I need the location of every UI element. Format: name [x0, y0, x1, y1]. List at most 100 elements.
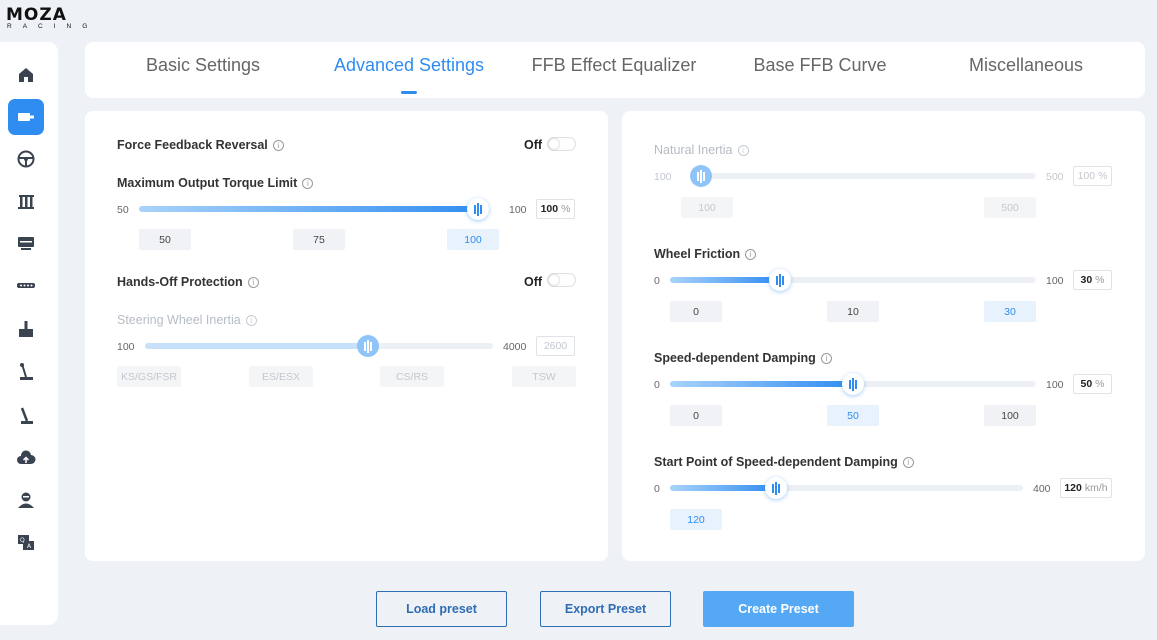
tab-miscellaneous[interactable]: Miscellaneous [968, 55, 1084, 75]
hands-off-label-text: Hands-Off Protection [117, 275, 243, 289]
hands-off-toggle[interactable] [547, 273, 576, 287]
slider-thumb[interactable] [842, 373, 864, 395]
hands-off-state: Off [524, 275, 543, 289]
ffb-reversal-toggle[interactable] [547, 137, 576, 151]
left-settings-panel: Force Feedback Reversal i Off Maximum Out… [85, 111, 608, 561]
speed-damping-label-text: Speed-dependent Damping [654, 351, 816, 365]
natural-inertia-min-value: 100 [654, 171, 672, 183]
torque-value-box[interactable]: 100% [536, 199, 575, 219]
sidebar-item-home[interactable] [8, 57, 44, 93]
info-icon[interactable]: i [247, 276, 259, 288]
slider-fill [670, 485, 776, 491]
info-icon[interactable]: i [302, 177, 314, 189]
tab-basic-settings[interactable]: Basic Settings [145, 55, 261, 75]
user-icon [18, 492, 34, 508]
speed-damping-slider[interactable] [670, 373, 1036, 395]
natural-inertia-preset-500[interactable]: 500 [984, 197, 1036, 218]
sidebar-item-led-bar[interactable] [8, 267, 44, 303]
natural-inertia-max-value: 500 [1046, 171, 1064, 183]
damping-start-value-box[interactable]: 120 km/h [1060, 478, 1112, 498]
natural-inertia-slider[interactable] [690, 165, 1036, 187]
sidebar-item-cloud[interactable] [8, 440, 44, 476]
wheel-friction-preset-0[interactable]: 0 [670, 301, 722, 322]
sidebar-item-sequential-shifter[interactable] [8, 398, 44, 434]
ffb-reversal-label-text: Force Feedback Reversal [117, 138, 268, 152]
wheel-friction-value-box[interactable]: 30% [1073, 270, 1112, 290]
wheel-friction-label: Wheel Friction i [654, 247, 757, 261]
create-preset-button[interactable]: Create Preset [703, 591, 854, 627]
tab-ffb-effect-equalizer[interactable]: FFB Effect Equalizer [531, 55, 697, 75]
torque-slider[interactable] [139, 198, 489, 220]
info-icon[interactable]: i [820, 352, 832, 364]
wheel-friction-slider[interactable] [670, 269, 1036, 291]
inertia-preset-cs-rs[interactable]: CS/RS [380, 366, 444, 387]
wheel-friction-label-text: Wheel Friction [654, 247, 741, 261]
inertia-preset-ks-gs-fsr[interactable]: KS/GS/FSR [117, 366, 181, 387]
active-tab-indicator [400, 91, 417, 94]
export-preset-button[interactable]: Export Preset [540, 591, 671, 627]
damping-start-slider[interactable] [670, 477, 1023, 499]
natural-inertia-preset-100[interactable]: 100 [681, 197, 733, 218]
dashboard-icon [18, 237, 34, 250]
inertia-value: 2600 [543, 340, 568, 352]
slider-thumb[interactable] [769, 269, 791, 291]
svg-text:Q: Q [20, 537, 25, 544]
torque-unit: % [561, 203, 571, 215]
sidebar-item-account[interactable] [8, 482, 44, 518]
sidebar-item-dashboard[interactable] [8, 225, 44, 261]
load-preset-button[interactable]: Load preset [376, 591, 507, 627]
right-settings-panel: Natural Inertia i 100 500 100% 100 500 Wh… [622, 111, 1145, 561]
natural-inertia-label-text: Natural Inertia [654, 143, 733, 157]
torque-value: 100 [540, 203, 559, 215]
inertia-value-box[interactable]: 2600 [536, 336, 575, 356]
sidebar-item-handbrake[interactable] [8, 311, 44, 347]
speed-damping-preset-100[interactable]: 100 [984, 405, 1036, 426]
torque-preset-75[interactable]: 75 [293, 229, 345, 250]
slider-fill [670, 277, 780, 283]
home-icon [19, 68, 33, 82]
torque-min-value: 50 [117, 204, 129, 216]
steering-inertia-label: Steering Wheel Inertia i [117, 313, 257, 327]
tab-base-ffb-curve[interactable]: Base FFB Curve [753, 55, 887, 75]
steering-inertia-slider[interactable] [145, 335, 493, 357]
torque-limit-label-text: Maximum Output Torque Limit [117, 176, 298, 190]
slider-fill [670, 381, 853, 387]
natural-inertia-unit: % [1098, 170, 1108, 182]
logo-sub-text: RACING [7, 23, 99, 30]
wheel-friction-preset-10[interactable]: 10 [827, 301, 879, 322]
sidebar-item-steering-wheel[interactable] [8, 141, 44, 177]
damping-start-preset-120[interactable]: 120 [670, 509, 722, 530]
steering-wheel-icon [17, 150, 35, 168]
info-icon[interactable]: i [737, 144, 749, 156]
sequential-shifter-icon [20, 407, 33, 424]
natural-inertia-value-box[interactable]: 100% [1073, 166, 1112, 186]
inertia-preset-tsw[interactable]: TSW [512, 366, 576, 387]
tab-advanced-settings[interactable]: Advanced Settings [334, 55, 484, 94]
torque-preset-100[interactable]: 100 [447, 229, 499, 250]
torque-preset-50[interactable]: 50 [139, 229, 191, 250]
slider-thumb[interactable] [690, 165, 712, 187]
sidebar-item-base[interactable] [8, 99, 44, 135]
slider-thumb[interactable] [357, 335, 379, 357]
info-icon[interactable]: i [272, 139, 284, 151]
inertia-preset-es-esx[interactable]: ES/ESX [249, 366, 313, 387]
sidebar-item-shifter[interactable] [8, 354, 44, 390]
info-icon[interactable]: i [902, 456, 914, 468]
damping-start-label: Start Point of Speed-dependent Damping i [654, 455, 914, 469]
inertia-min-value: 100 [117, 341, 135, 353]
slider-thumb[interactable] [467, 198, 489, 220]
speed-damping-preset-0[interactable]: 0 [670, 405, 722, 426]
steering-inertia-label-text: Steering Wheel Inertia [117, 313, 241, 327]
slider-thumb[interactable] [765, 477, 787, 499]
natural-inertia-label: Natural Inertia i [654, 143, 749, 157]
sidebar-item-pedals[interactable] [8, 183, 44, 219]
wheel-friction-preset-30[interactable]: 30 [984, 301, 1036, 322]
info-icon[interactable]: i [745, 248, 757, 260]
speed-damping-preset-50[interactable]: 50 [827, 405, 879, 426]
speed-damping-unit: % [1095, 378, 1105, 390]
info-icon[interactable]: i [245, 314, 257, 326]
speed-damping-max-value: 100 [1046, 379, 1064, 391]
svg-text:A: A [27, 543, 32, 550]
speed-damping-value-box[interactable]: 50% [1073, 374, 1112, 394]
